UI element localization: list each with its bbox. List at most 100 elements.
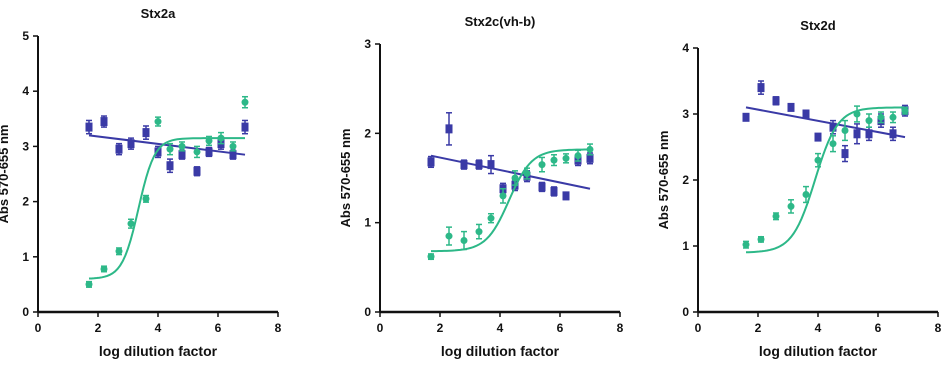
data-point <box>787 102 795 112</box>
y-tick-label: 4 <box>22 84 29 98</box>
x-tick-label: 2 <box>755 321 762 335</box>
data-point <box>586 153 594 163</box>
data-point <box>193 166 201 176</box>
x-tick-label: 8 <box>275 321 282 335</box>
data-point <box>802 109 810 119</box>
fit-line <box>745 106 906 254</box>
x-axis-label: log dilution factor <box>99 343 218 359</box>
y-axis-label: Abs 570-655 nm <box>338 129 353 228</box>
data-point <box>460 160 468 170</box>
data-point <box>154 118 162 126</box>
data-point <box>127 139 135 149</box>
y-axis-label: Abs 570-655 nm <box>0 125 11 224</box>
x-tick-label: 0 <box>695 321 702 335</box>
y-tick-label: 2 <box>682 173 689 187</box>
y-tick-label: 2 <box>22 195 29 209</box>
data-point <box>865 129 873 139</box>
data-point <box>787 202 795 210</box>
data-point <box>889 113 897 121</box>
x-tick-label: 8 <box>617 321 624 335</box>
y-tick-label: 0 <box>364 305 371 319</box>
data-point <box>802 191 810 199</box>
data-point <box>445 124 453 134</box>
data-point <box>538 161 546 169</box>
data-point <box>205 137 213 145</box>
data-point <box>475 228 483 236</box>
data-point <box>193 148 201 156</box>
data-point <box>127 220 135 228</box>
y-axis-label: Abs 570-655 nm <box>656 131 671 230</box>
data-point <box>487 214 495 222</box>
series-2 <box>427 143 594 261</box>
y-tick-label: 1 <box>682 239 689 253</box>
data-point <box>772 212 780 220</box>
data-point <box>487 160 495 170</box>
series-1 <box>85 115 249 177</box>
data-point <box>865 117 873 125</box>
data-point <box>85 122 93 132</box>
data-point <box>229 142 237 150</box>
x-tick-label: 4 <box>497 321 504 335</box>
y-tick-label: 3 <box>682 107 689 121</box>
series-2 <box>85 95 249 288</box>
y-tick-label: 5 <box>22 29 29 43</box>
series-2 <box>742 105 909 254</box>
data-point <box>460 237 468 245</box>
chart-title: Stx2a <box>141 6 176 21</box>
data-point <box>814 156 822 164</box>
data-point <box>538 182 546 192</box>
x-tick-label: 6 <box>215 321 222 335</box>
data-point <box>241 98 249 106</box>
y-tick-label: 1 <box>364 216 371 230</box>
x-axis-label: log dilution factor <box>759 343 878 359</box>
data-point <box>574 152 582 160</box>
x-tick-label: 4 <box>815 321 822 335</box>
data-point <box>166 145 174 153</box>
data-point <box>178 150 186 160</box>
data-point <box>757 235 765 243</box>
data-point <box>475 160 483 170</box>
y-tick-label: 4 <box>682 41 689 55</box>
data-point <box>757 83 765 93</box>
y-tick-label: 1 <box>22 250 29 264</box>
data-point <box>178 142 186 150</box>
data-point <box>499 192 507 200</box>
y-tick-label: 3 <box>22 139 29 153</box>
fit-line <box>430 148 591 253</box>
data-point <box>742 112 750 122</box>
data-point <box>562 154 570 162</box>
y-tick-label: 0 <box>22 305 29 319</box>
data-point <box>427 253 435 261</box>
data-point <box>142 128 150 138</box>
data-point <box>229 150 237 160</box>
data-point <box>586 145 594 153</box>
chart-panel-2: Stx2c(vh-b) 0 2 4 6 8 0 1 2 3 log dilution factor A… <box>338 14 624 359</box>
data-point <box>115 247 123 255</box>
data-point <box>100 265 108 273</box>
data-point <box>205 147 213 157</box>
data-point <box>100 117 108 127</box>
y-tick-label: 0 <box>682 305 689 319</box>
data-point <box>217 134 225 142</box>
data-point <box>853 129 861 139</box>
x-tick-label: 0 <box>35 321 42 335</box>
fit-line <box>430 154 591 190</box>
data-point <box>814 132 822 142</box>
data-point <box>772 96 780 106</box>
y-tick-label: 3 <box>364 37 371 51</box>
data-point <box>829 122 837 132</box>
chart-panel-1: Stx2a 0 2 4 6 8 0 1 2 3 4 5 log dilution factor Abs 5… <box>0 6 282 359</box>
data-point <box>511 174 519 182</box>
x-tick-label: 2 <box>95 321 102 335</box>
data-point <box>562 191 570 201</box>
data-point <box>889 129 897 139</box>
y-tick-label: 2 <box>364 126 371 140</box>
data-point <box>550 156 558 164</box>
data-point <box>742 241 750 249</box>
x-tick-label: 0 <box>377 321 384 335</box>
x-tick-label: 2 <box>437 321 444 335</box>
data-point <box>550 186 558 196</box>
data-point <box>901 107 909 115</box>
data-point <box>115 144 123 154</box>
x-tick-label: 6 <box>875 321 882 335</box>
